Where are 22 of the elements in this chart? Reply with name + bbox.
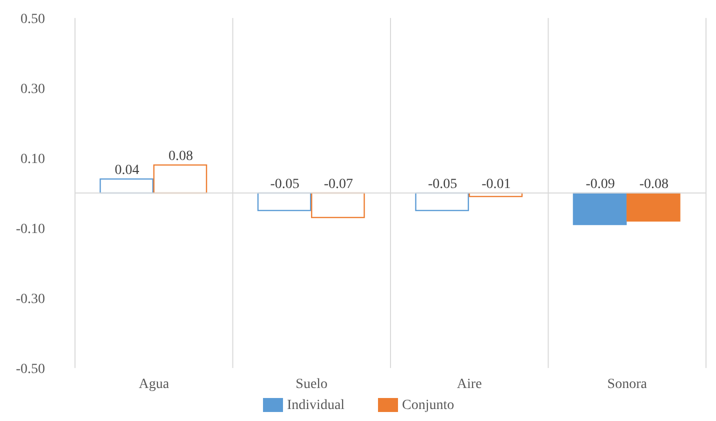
y-tick-label: -0.10 — [16, 222, 45, 237]
y-tick-label: -0.30 — [16, 292, 45, 307]
y-tick-label: 0.10 — [20, 152, 45, 167]
y-tick-label: -0.50 — [16, 362, 45, 377]
x-tick-label: Agua — [138, 377, 170, 392]
data-label: -0.05 — [428, 177, 458, 192]
bar — [572, 192, 627, 226]
data-label: -0.08 — [639, 177, 669, 192]
x-tick-label: Sonora — [607, 377, 648, 392]
data-label: -0.09 — [586, 177, 615, 192]
y-tick-label: 0.50 — [20, 12, 45, 27]
legend-label: Individual — [287, 398, 345, 413]
x-tick-label: Aire — [456, 377, 482, 392]
bar — [626, 192, 680, 222]
data-label: 0.04 — [114, 163, 140, 178]
legend-label: Conjunto — [402, 398, 454, 413]
data-label: -0.01 — [482, 177, 511, 192]
data-label: -0.07 — [324, 177, 354, 192]
y-tick-label: 0.30 — [20, 82, 45, 97]
data-label: 0.08 — [168, 149, 193, 164]
x-tick-label: Suelo — [296, 377, 328, 392]
data-label: -0.05 — [270, 177, 300, 192]
